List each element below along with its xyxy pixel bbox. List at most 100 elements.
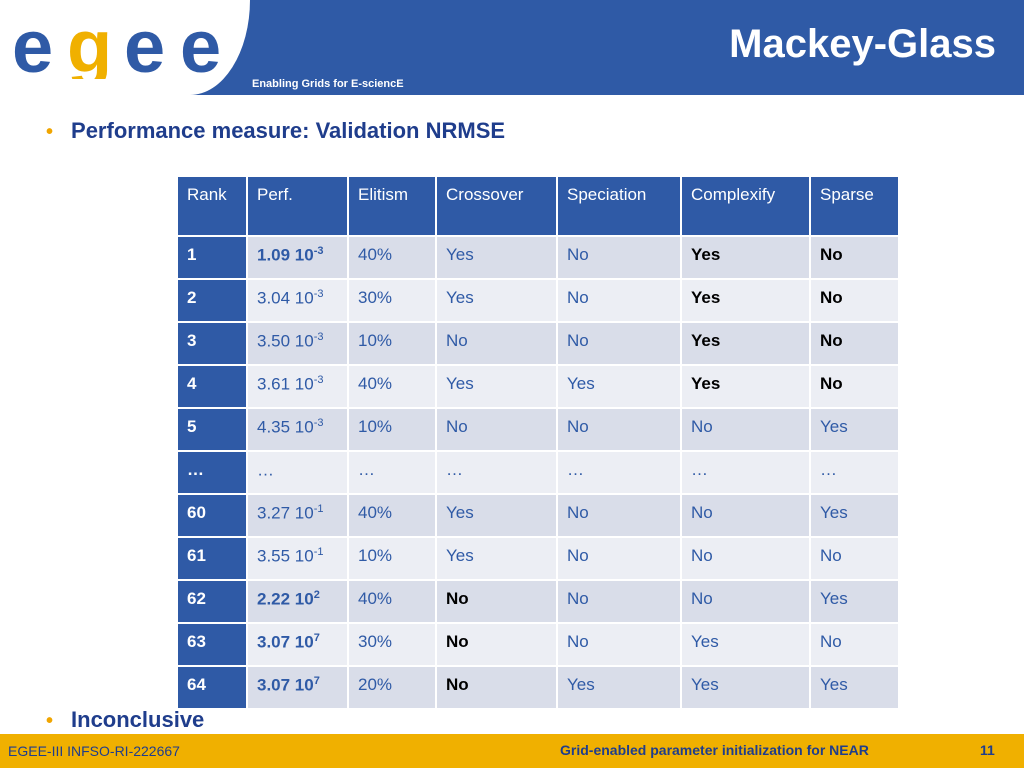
cell-perf: 3.27 10-1 bbox=[246, 493, 349, 538]
col-complexify: Complexify bbox=[680, 175, 811, 237]
logo-area: e g e e bbox=[0, 0, 250, 95]
cell-complexify: … bbox=[680, 450, 811, 495]
cell-complexify: Yes bbox=[680, 278, 811, 323]
cell-sparse: Yes bbox=[809, 665, 900, 710]
cell-complexify: Yes bbox=[680, 665, 811, 710]
table-row: 3 3.50 10-3 10% No No Yes No bbox=[176, 321, 900, 366]
egee-logo: e g e e bbox=[12, 14, 221, 79]
cell-complexify: No bbox=[680, 407, 811, 452]
table-row: 64 3.07 107 20% No Yes Yes Yes bbox=[176, 665, 900, 710]
cell-perf: 2.22 102 bbox=[246, 579, 349, 624]
cell-speciation: … bbox=[556, 450, 682, 495]
cell-rank: 1 bbox=[176, 235, 248, 280]
cell-speciation: Yes bbox=[556, 665, 682, 710]
cell-elitism: 10% bbox=[347, 407, 437, 452]
cell-perf: 3.50 10-3 bbox=[246, 321, 349, 366]
cell-speciation: No bbox=[556, 235, 682, 280]
tagline: Enabling Grids for E-sciencE bbox=[252, 78, 404, 90]
col-elitism: Elitism bbox=[347, 175, 437, 237]
bullet-text: Performance measure: Validation NRMSE bbox=[71, 118, 506, 143]
cell-complexify: No bbox=[680, 493, 811, 538]
cell-elitism: 20% bbox=[347, 665, 437, 710]
cell-elitism: 30% bbox=[347, 622, 437, 667]
cell-sparse: No bbox=[809, 622, 900, 667]
cell-rank: … bbox=[176, 450, 248, 495]
footer-talk-title: Grid-enabled parameter initialization fo… bbox=[560, 742, 869, 758]
cell-sparse: No bbox=[809, 364, 900, 409]
cell-crossover: No bbox=[435, 407, 558, 452]
cell-elitism: 40% bbox=[347, 235, 437, 280]
table-row: 60 3.27 10-1 40% Yes No No Yes bbox=[176, 493, 900, 538]
footer-project-id: EGEE-III INFSO-RI-222667 bbox=[8, 743, 180, 759]
cell-speciation: No bbox=[556, 622, 682, 667]
cell-elitism: 40% bbox=[347, 493, 437, 538]
table-row: 1 1.09 10-3 40% Yes No Yes No bbox=[176, 235, 900, 280]
cell-perf: 4.35 10-3 bbox=[246, 407, 349, 452]
cell-speciation: No bbox=[556, 493, 682, 538]
cell-elitism: 30% bbox=[347, 278, 437, 323]
table-row: … … … … … … … bbox=[176, 450, 900, 495]
cell-rank: 64 bbox=[176, 665, 248, 710]
col-perf: Perf. bbox=[246, 175, 349, 237]
results-table: Rank Perf. Elitism Crossover Speciation … bbox=[176, 175, 900, 710]
cell-crossover: … bbox=[435, 450, 558, 495]
cell-crossover: Yes bbox=[435, 536, 558, 581]
cell-speciation: No bbox=[556, 278, 682, 323]
svg-text:g: g bbox=[67, 14, 112, 79]
bullet-dot-icon: • bbox=[46, 710, 54, 732]
cell-crossover: Yes bbox=[435, 235, 558, 280]
cell-speciation: No bbox=[556, 321, 682, 366]
table-row: 4 3.61 10-3 40% Yes Yes Yes No bbox=[176, 364, 900, 409]
cell-speciation: Yes bbox=[556, 364, 682, 409]
slide-footer: EGEE-III INFSO-RI-222667 Grid-enabled pa… bbox=[0, 734, 1024, 768]
cell-rank: 62 bbox=[176, 579, 248, 624]
cell-crossover: Yes bbox=[435, 278, 558, 323]
cell-complexify: No bbox=[680, 579, 811, 624]
cell-complexify: Yes bbox=[680, 364, 811, 409]
cell-elitism: 10% bbox=[347, 321, 437, 366]
cell-sparse: Yes bbox=[809, 493, 900, 538]
cell-speciation: No bbox=[556, 579, 682, 624]
cell-crossover: Yes bbox=[435, 493, 558, 538]
table-row: 2 3.04 10-3 30% Yes No Yes No bbox=[176, 278, 900, 323]
cell-perf: 3.55 10-1 bbox=[246, 536, 349, 581]
cell-sparse: No bbox=[809, 278, 900, 323]
bullet-inconclusive: • Inconclusive bbox=[46, 707, 204, 733]
col-sparse: Sparse bbox=[809, 175, 900, 237]
table-row: 61 3.55 10-1 10% Yes No No No bbox=[176, 536, 900, 581]
cell-crossover: No bbox=[435, 622, 558, 667]
cell-perf: 3.04 10-3 bbox=[246, 278, 349, 323]
cell-crossover: No bbox=[435, 321, 558, 366]
bullet-dot-icon: • bbox=[46, 121, 54, 143]
cell-elitism: … bbox=[347, 450, 437, 495]
cell-crossover: No bbox=[435, 579, 558, 624]
cell-rank: 60 bbox=[176, 493, 248, 538]
svg-text:e: e bbox=[180, 14, 221, 79]
cell-complexify: Yes bbox=[680, 235, 811, 280]
cell-perf: 3.07 107 bbox=[246, 665, 349, 710]
cell-rank: 63 bbox=[176, 622, 248, 667]
cell-rank: 4 bbox=[176, 364, 248, 409]
slide-header: e g e e Enabling Grids for E-sciencE Mac… bbox=[0, 0, 1024, 95]
cell-complexify: No bbox=[680, 536, 811, 581]
table-row: 5 4.35 10-3 10% No No No Yes bbox=[176, 407, 900, 452]
cell-elitism: 40% bbox=[347, 364, 437, 409]
cell-elitism: 40% bbox=[347, 579, 437, 624]
cell-complexify: Yes bbox=[680, 321, 811, 366]
cell-sparse: Yes bbox=[809, 407, 900, 452]
cell-sparse: No bbox=[809, 235, 900, 280]
col-speciation: Speciation bbox=[556, 175, 682, 237]
slide-title: Mackey-Glass bbox=[729, 22, 996, 66]
cell-crossover: No bbox=[435, 665, 558, 710]
cell-perf: 3.07 107 bbox=[246, 622, 349, 667]
cell-perf: 1.09 10-3 bbox=[246, 235, 349, 280]
bullet-performance: • Performance measure: Validation NRMSE bbox=[46, 118, 505, 144]
cell-rank: 2 bbox=[176, 278, 248, 323]
cell-speciation: No bbox=[556, 407, 682, 452]
cell-rank: 5 bbox=[176, 407, 248, 452]
page-number: 11 bbox=[980, 742, 995, 758]
col-crossover: Crossover bbox=[435, 175, 558, 237]
cell-rank: 3 bbox=[176, 321, 248, 366]
cell-crossover: Yes bbox=[435, 364, 558, 409]
cell-sparse: Yes bbox=[809, 579, 900, 624]
